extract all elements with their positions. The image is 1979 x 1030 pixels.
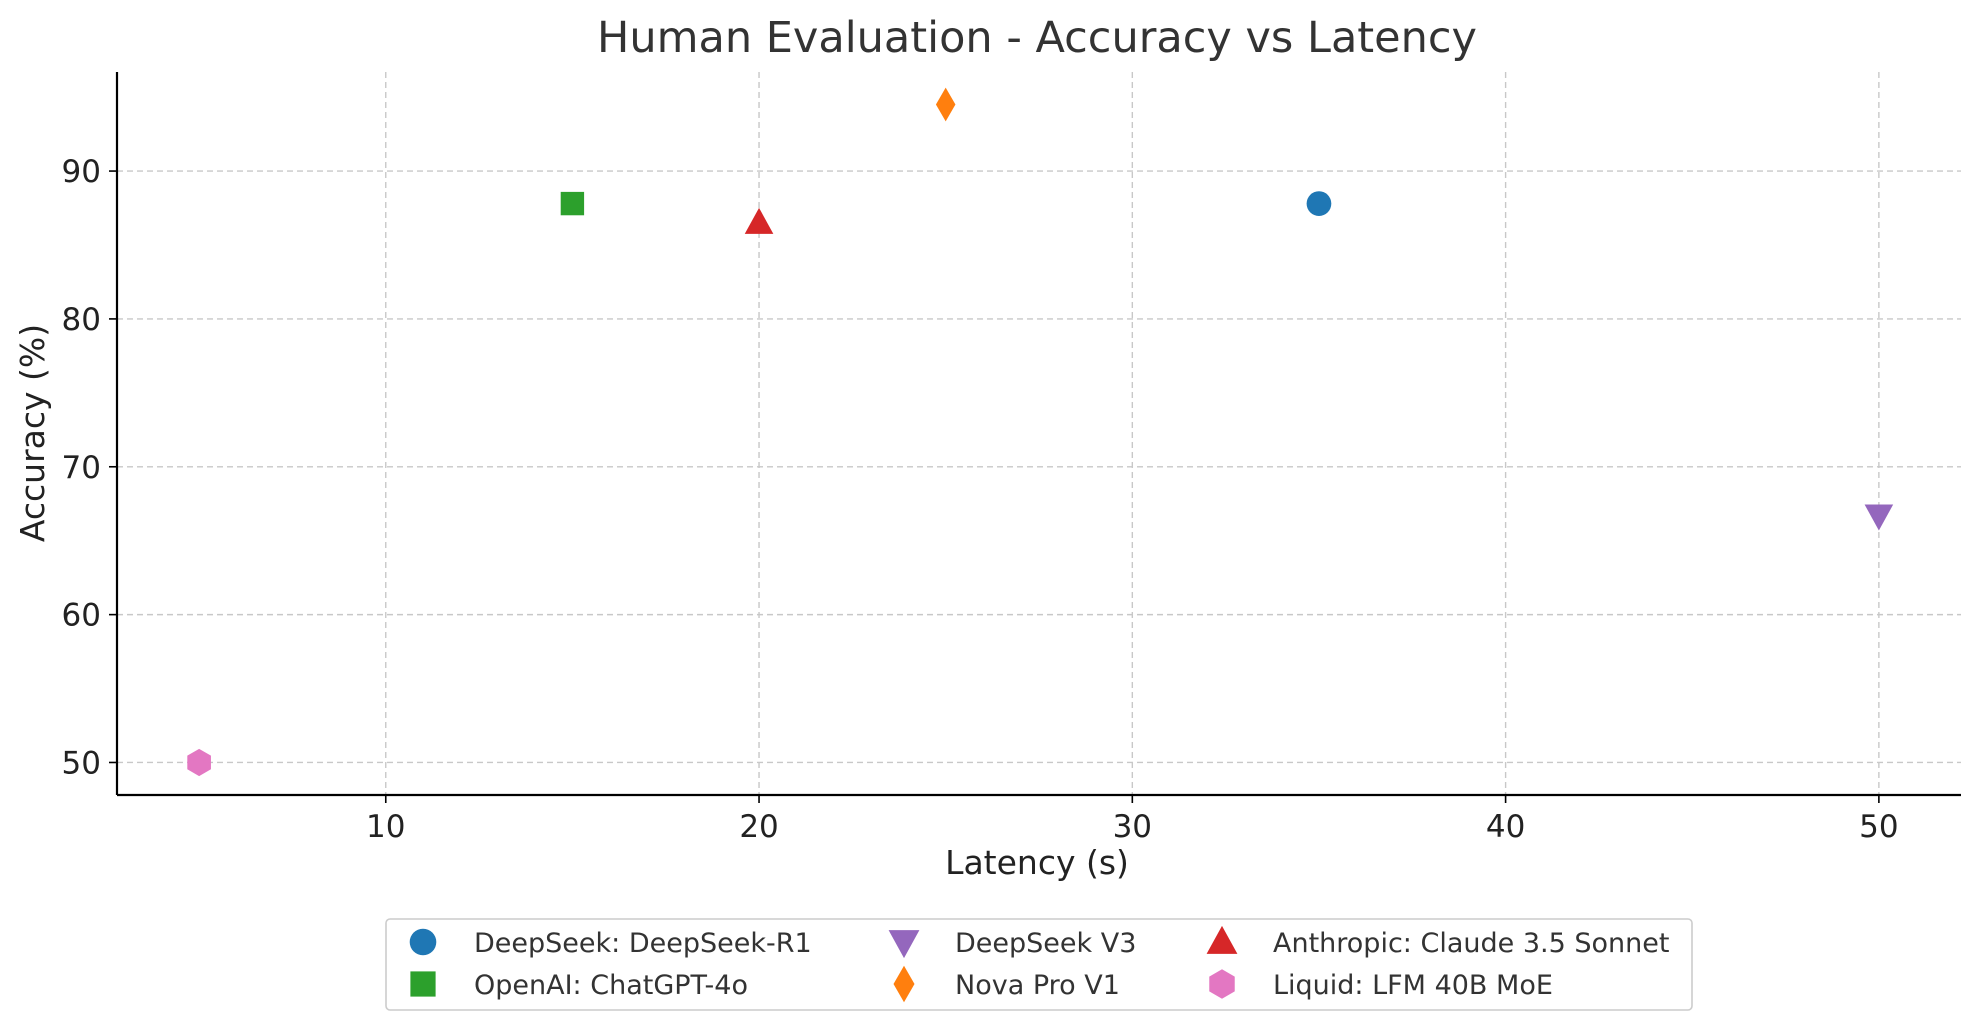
y-tick-label: 50 <box>62 745 101 781</box>
legend-label: Nova Pro V1 <box>955 970 1120 1001</box>
legend-label: OpenAI: ChatGPT-4o <box>474 970 748 1001</box>
legend-marker-triangle-down <box>888 930 920 959</box>
tick-labels: 10 20 30 40 50 50 60 70 80 90 <box>62 154 1899 845</box>
x-tick-label: 30 <box>1113 809 1152 845</box>
x-tick-label: 20 <box>739 809 778 845</box>
data-point-diamond <box>935 87 956 122</box>
data-point-square <box>560 191 585 216</box>
legend: DeepSeek: DeepSeek-R1 OpenAI: ChatGPT-4o D… <box>385 918 1693 1011</box>
y-axis-label: Accuracy (%) <box>13 324 52 542</box>
y-tick-label: 90 <box>62 154 101 190</box>
data-point-triangle-up <box>744 207 774 234</box>
x-axis-label: Latency (s) <box>945 843 1129 882</box>
axes <box>109 72 1961 803</box>
data-point-triangle-down <box>1864 504 1894 531</box>
x-tick-label: 40 <box>1486 809 1525 845</box>
grid <box>117 72 1961 795</box>
legend-marker-square <box>410 971 436 997</box>
data-point-circle <box>1306 191 1332 216</box>
legend-marker-hexagon <box>1209 969 1235 999</box>
y-tick-label: 60 <box>62 598 101 634</box>
legend-label: DeepSeek: DeepSeek-R1 <box>474 928 812 959</box>
y-tick-label: 70 <box>62 450 101 486</box>
data-point-hexagon <box>187 748 211 777</box>
y-tick-label: 80 <box>62 302 101 338</box>
legend-label: Anthropic: Claude 3.5 Sonnet <box>1273 928 1669 959</box>
legend-marker-circle <box>409 928 437 956</box>
x-tick-label: 50 <box>1859 809 1898 845</box>
x-tick-label: 10 <box>366 809 405 845</box>
legend-label: Liquid: LFM 40B MoE <box>1273 970 1553 1001</box>
legend-label: DeepSeek V3 <box>955 928 1136 959</box>
legend-marker-diamond <box>893 965 915 1003</box>
data-points <box>187 87 1894 777</box>
legend-frame <box>385 918 1693 1011</box>
legend-marker-triangle-up <box>1206 925 1238 954</box>
chart-title: Human Evaluation - Accuracy vs Latency <box>597 13 1477 63</box>
